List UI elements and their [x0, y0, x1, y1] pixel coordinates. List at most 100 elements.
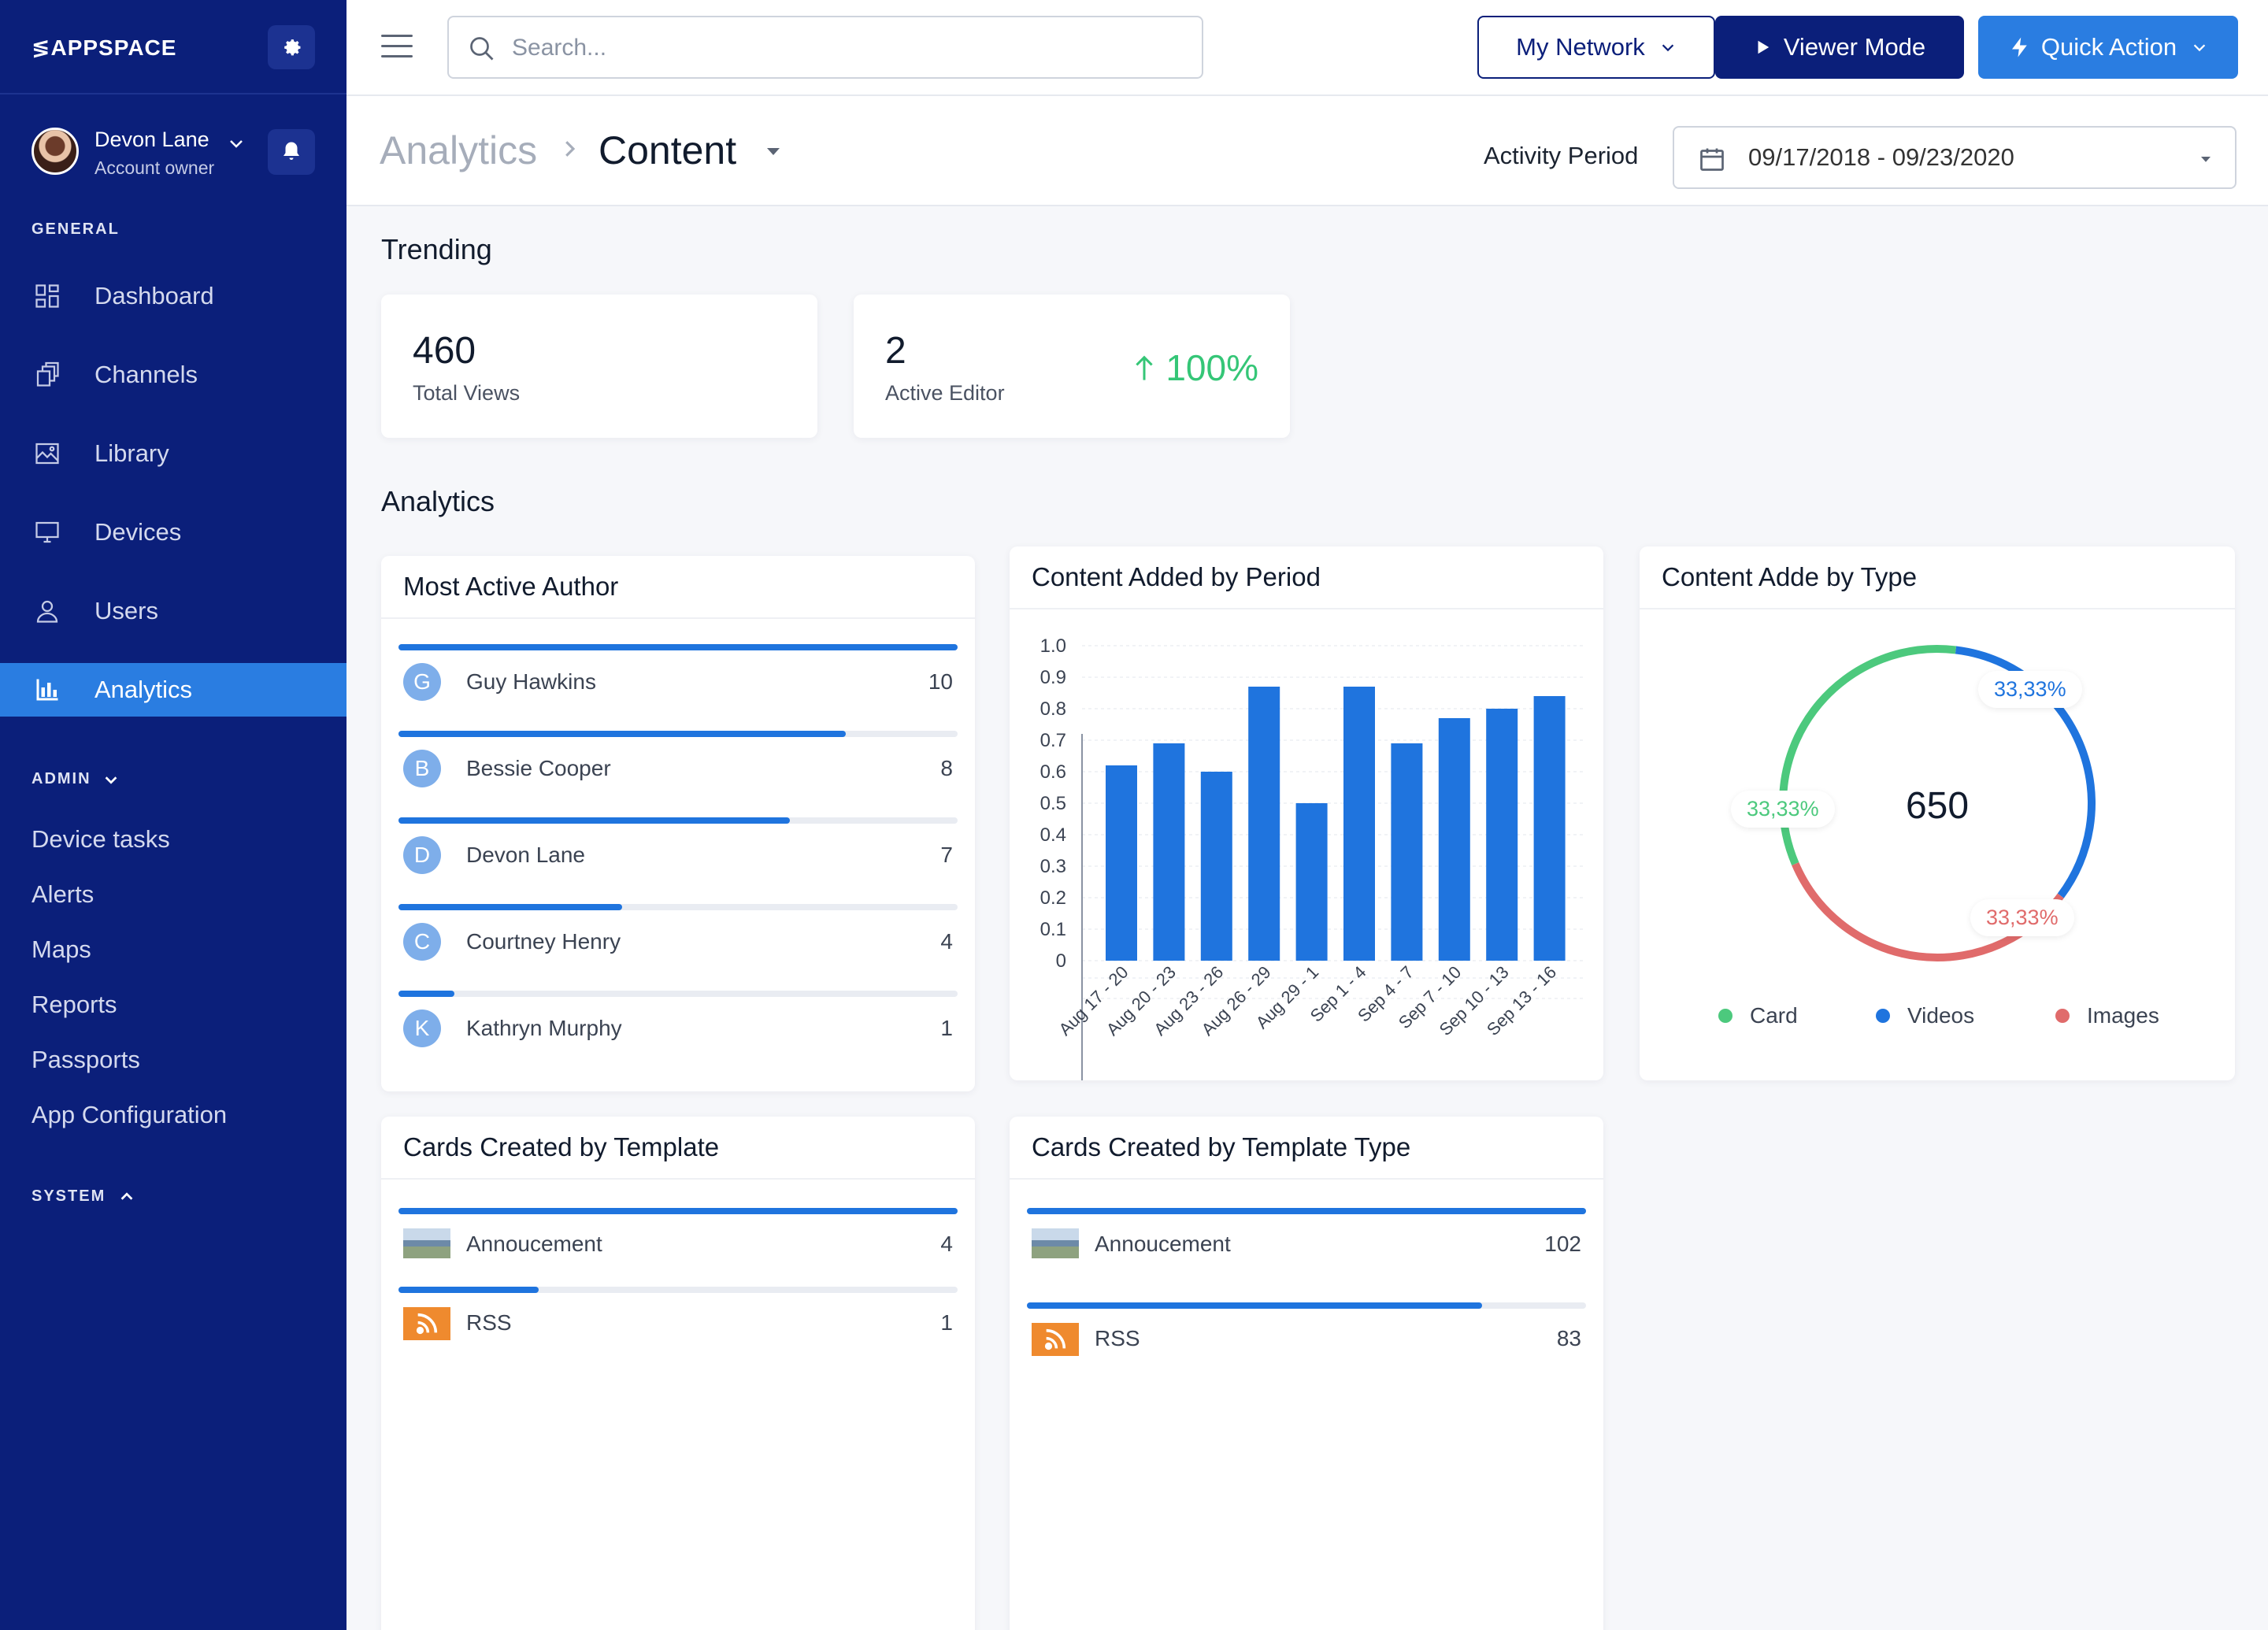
chevron-down-icon — [105, 776, 117, 784]
total-views-value: 460 — [413, 330, 476, 372]
admin-item-device-tasks[interactable]: Device tasks — [32, 825, 170, 853]
sidebar-item-analytics[interactable]: Analytics — [0, 663, 346, 717]
viewer-mode-button[interactable]: Viewer Mode — [1715, 16, 1964, 79]
row-name: RSS — [1095, 1326, 1140, 1350]
sidebar: ≶APPSPACE Devon Lane Account owner GENER… — [0, 0, 346, 1630]
author-initial: D — [403, 836, 441, 874]
quick-action-button[interactable]: Quick Action — [1978, 16, 2238, 79]
section-label-system[interactable]: SYSTEM — [32, 1187, 135, 1206]
bar — [1438, 718, 1470, 961]
row-value: 1 — [940, 1016, 953, 1040]
progress-fill — [398, 644, 958, 650]
sidebar-item-label: Channels — [94, 361, 198, 388]
row-value: 4 — [940, 929, 953, 954]
progress-fill — [1027, 1208, 1586, 1214]
activity-period-label: Activity Period — [1484, 142, 1639, 169]
progress-bar — [398, 904, 958, 910]
chevron-right-icon — [565, 141, 576, 157]
row-value: 102 — [1544, 1232, 1581, 1256]
settings-button[interactable] — [268, 25, 315, 69]
y-tick-label: 0.7 — [1040, 730, 1066, 751]
caret-down-icon[interactable] — [764, 145, 783, 157]
donut-slice-videos — [1955, 646, 2096, 898]
legend-videos: Videos — [1876, 1003, 1974, 1028]
app-logo[interactable]: ≶APPSPACE — [32, 35, 177, 60]
admin-item-maps[interactable]: Maps — [32, 935, 91, 963]
activity-period-select[interactable]: 09/17/2018 - 09/23/2020 — [1673, 126, 2236, 189]
bar — [1200, 772, 1232, 961]
y-tick-label: 0.4 — [1040, 824, 1066, 846]
y-tick-label: 0 — [1056, 950, 1066, 972]
author-initial: K — [403, 1009, 441, 1047]
row-value: 1 — [940, 1310, 953, 1335]
row-name: Bessie Cooper — [466, 756, 611, 780]
search-box[interactable] — [447, 16, 1203, 79]
active-editor-card: 2 Active Editor 100% — [854, 295, 1290, 438]
y-tick-label: 1.0 — [1040, 635, 1066, 657]
rss-icon — [403, 1307, 450, 1340]
search-input[interactable] — [512, 30, 1173, 66]
section-label-admin[interactable]: ADMIN — [32, 770, 120, 788]
topbar: My Network Viewer Mode Quick Action — [346, 0, 2268, 96]
bar — [1533, 696, 1566, 961]
y-tick-label: 0.6 — [1040, 761, 1066, 783]
sidebar-item-dashboard[interactable]: Dashboard — [0, 269, 346, 323]
row-value: 4 — [940, 1232, 953, 1256]
template-thumbnail — [403, 1228, 450, 1258]
my-network-button[interactable]: My Network — [1477, 16, 1715, 79]
images-percent-pill: 33,33% — [1970, 899, 2074, 936]
progress-bar — [398, 1208, 958, 1214]
sidebar-item-label: Users — [94, 597, 158, 624]
logo-row: ≶APPSPACE — [0, 0, 346, 94]
sidebar-item-channels[interactable]: Channels — [0, 348, 346, 402]
bar — [1106, 765, 1137, 961]
breadcrumb-parent[interactable]: Analytics — [380, 128, 538, 172]
row-name: Annoucement — [466, 1232, 602, 1256]
user-menu[interactable]: Devon Lane Account owner — [0, 118, 346, 189]
progress-bar — [398, 817, 958, 824]
cards-by-template-card: Cards Created by Template Annoucement 4 RS… — [381, 1117, 975, 1630]
user-name: Devon Lane — [94, 128, 209, 151]
card-title: Content Added by Period — [1032, 562, 1321, 591]
y-tick-label: 0.1 — [1040, 919, 1066, 940]
page-title: Content — [598, 128, 737, 172]
row-name: Guy Hawkins — [466, 669, 596, 694]
sidebar-item-users[interactable]: Users — [0, 584, 346, 638]
row-name: Devon Lane — [466, 843, 586, 867]
card-divider — [381, 1178, 975, 1180]
analytics-icon — [32, 674, 63, 706]
row-value: 8 — [940, 756, 953, 780]
sidebar-item-devices[interactable]: Devices — [0, 506, 346, 559]
total-views-card: 460 Total Views — [381, 295, 817, 438]
admin-item-app-configuration[interactable]: App Configuration — [32, 1101, 228, 1128]
donut-slice-card — [1779, 645, 1957, 865]
section-label-general: GENERAL — [32, 220, 120, 238]
legend-card: Card — [1718, 1003, 1798, 1028]
admin-item-alerts[interactable]: Alerts — [32, 880, 94, 908]
card-divider — [1010, 1178, 1603, 1180]
card-title: Most Active Author — [403, 572, 619, 601]
avatar — [32, 128, 79, 175]
y-tick-label: 0.5 — [1040, 793, 1066, 814]
y-tick-label: 0.3 — [1040, 856, 1066, 877]
sidebar-item-library[interactable]: Library — [0, 427, 346, 480]
content-by-type-card: Content Adde by Type 650 33,33% 33,33% 3… — [1640, 546, 2235, 1080]
bar — [1248, 687, 1280, 961]
total-views-label: Total Views — [413, 381, 521, 405]
admin-item-reports[interactable]: Reports — [32, 991, 117, 1018]
admin-item-passports[interactable]: Passports — [32, 1046, 140, 1073]
bar — [1391, 743, 1423, 961]
legend-dot — [1876, 1009, 1890, 1023]
sidebar-item-label: Devices — [94, 518, 182, 546]
activity-period-value: 09/17/2018 - 09/23/2020 — [1748, 143, 2014, 171]
devices-icon — [32, 517, 63, 548]
row-name: Courtney Henry — [466, 929, 621, 954]
legend-images: Images — [2055, 1003, 2159, 1028]
rss-icon — [1032, 1323, 1079, 1356]
legend-dot — [2055, 1009, 2070, 1023]
page-header: Analytics Content Activity Period 09/17/… — [346, 96, 2268, 206]
lightning-icon — [2011, 37, 2027, 57]
notifications-button[interactable] — [268, 129, 315, 175]
menu-icon[interactable] — [381, 35, 413, 58]
